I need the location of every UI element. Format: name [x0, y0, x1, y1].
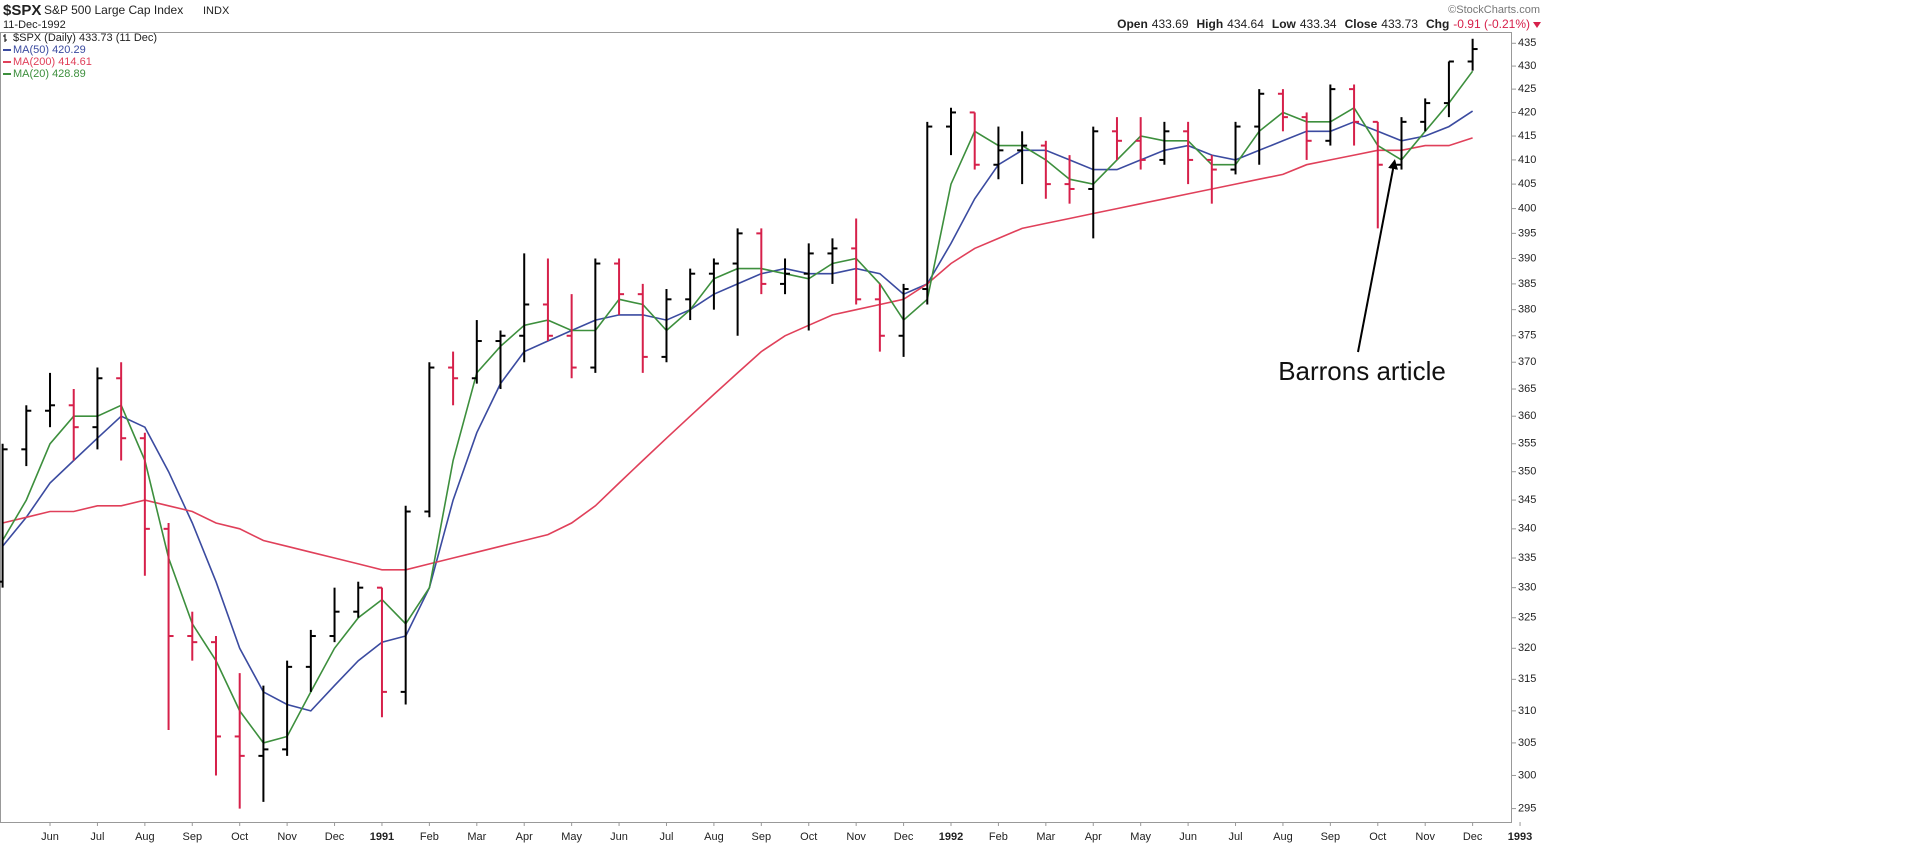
- legend-label: MA(20) 428.89: [13, 68, 86, 80]
- x-tick-label: Oct: [800, 831, 817, 843]
- x-tick-label: Jun: [1179, 831, 1197, 843]
- chart-subtitle: S&P 500 Large Cap Index: [44, 3, 183, 17]
- y-tick-label: 370: [1518, 356, 1536, 368]
- chart-title: $SPX: [3, 2, 41, 19]
- y-tick-label: 375: [1518, 330, 1536, 342]
- quote-value: 433.69: [1152, 17, 1189, 31]
- y-tick-label: 320: [1518, 642, 1536, 654]
- y-tick-label: 360: [1518, 410, 1536, 422]
- x-tick-label: Oct: [1369, 831, 1386, 843]
- y-tick-label: 325: [1518, 612, 1536, 624]
- y-tick-label: 355: [1518, 438, 1536, 450]
- y-tick-label: 395: [1518, 227, 1536, 239]
- y-tick-label: 400: [1518, 202, 1536, 214]
- x-tick-label: May: [561, 831, 582, 843]
- y-tick-label: 435: [1518, 37, 1536, 49]
- x-tick-label: Apr: [516, 831, 533, 843]
- legend-name: MA(50): [13, 44, 49, 56]
- plot-frame: [0, 32, 1512, 823]
- quote-label: High: [1197, 17, 1224, 31]
- quote-value: -0.91 (-0.21%): [1453, 17, 1530, 31]
- legend-value: 420.29: [52, 44, 86, 56]
- x-tick-label: May: [1130, 831, 1151, 843]
- x-tick-label: Sep: [752, 831, 772, 843]
- y-tick-label: 415: [1518, 130, 1536, 142]
- x-tick-label: Sep: [182, 831, 202, 843]
- y-tick-label: 385: [1518, 278, 1536, 290]
- quote-value: 434.64: [1227, 17, 1264, 31]
- down-indicator: [1533, 22, 1541, 28]
- y-tick-label: 335: [1518, 552, 1536, 564]
- x-tick-label: 1992: [939, 831, 963, 843]
- y-tick-label: 425: [1518, 83, 1536, 95]
- x-tick-label: Feb: [989, 831, 1008, 843]
- chart-date: 11-Dec-1992: [3, 19, 66, 31]
- y-tick-label: 295: [1518, 803, 1536, 815]
- quote-label: Chg: [1426, 17, 1449, 31]
- y-tick-label: 315: [1518, 673, 1536, 685]
- x-tick-label: Nov: [277, 831, 297, 843]
- y-tick-label: 300: [1518, 769, 1536, 781]
- x-tick-label: Mar: [467, 831, 486, 843]
- x-tick-label: Dec: [1463, 831, 1483, 843]
- y-tick-label: 380: [1518, 304, 1536, 316]
- legend-value: 428.89: [52, 68, 86, 80]
- x-tick-label: Dec: [894, 831, 914, 843]
- annotation-arrow: [1357, 159, 1398, 353]
- ma-line: [2, 137, 1473, 571]
- y-tick-label: 340: [1518, 523, 1536, 535]
- x-tick-label: Aug: [704, 831, 724, 843]
- y-tick-label: 420: [1518, 106, 1536, 118]
- x-tick-label: Jun: [610, 831, 628, 843]
- y-tick-label: 305: [1518, 737, 1536, 749]
- legend-label: MA(200) 414.61: [13, 56, 92, 68]
- x-tick-label: Aug: [1273, 831, 1293, 843]
- x-tick-label: Dec: [325, 831, 345, 843]
- x-tick-label: Mar: [1036, 831, 1055, 843]
- legend-name: MA(20): [13, 68, 49, 80]
- legend-label: MA(50) 420.29: [13, 44, 86, 56]
- x-tick-label: Feb: [420, 831, 439, 843]
- x-tick-label: Apr: [1085, 831, 1102, 843]
- y-tick-label: 430: [1518, 60, 1536, 72]
- quote-label: Low: [1272, 17, 1297, 31]
- exchange: INDX: [203, 5, 230, 17]
- quote-label: Open: [1117, 17, 1148, 31]
- y-tick-label: 390: [1518, 252, 1536, 264]
- y-tick-label: 345: [1518, 494, 1536, 506]
- x-tick-label: Oct: [231, 831, 248, 843]
- credit: ©StockCharts.com: [1448, 4, 1540, 16]
- quote-label: Close: [1345, 17, 1378, 31]
- quote-line: Open 433.69 High 434.64 Low 433.34 Close 433.73…: [1117, 17, 1530, 31]
- quote-value: 433.34: [1300, 17, 1337, 31]
- legend-icon: [3, 34, 7, 42]
- y-tick-label: 365: [1518, 383, 1536, 395]
- legend-label: $SPX (Daily) 433.73 (11 Dec): [13, 32, 157, 44]
- legend: $SPX (Daily) 433.73 (11 Dec)MA(50) 420.29…: [3, 32, 157, 80]
- y-tick-label: 330: [1518, 582, 1536, 594]
- y-tick-label: 310: [1518, 705, 1536, 717]
- y-tick-label: 350: [1518, 466, 1536, 478]
- y-tick-label: 405: [1518, 178, 1536, 190]
- x-tick-label: Jun: [41, 831, 59, 843]
- legend-value: 414.61: [58, 56, 92, 68]
- x-tick-label: Sep: [1321, 831, 1341, 843]
- x-tick-label: Jul: [90, 831, 104, 843]
- x-tick-label: Jul: [659, 831, 673, 843]
- y-tick-label: 410: [1518, 154, 1536, 166]
- annotation: Barrons article: [1278, 356, 1446, 386]
- x-tick-label: 1991: [370, 831, 394, 843]
- x-tick-label: Aug: [135, 831, 155, 843]
- x-tick-label: Nov: [846, 831, 866, 843]
- legend-name: MA(200): [13, 56, 55, 68]
- x-tick-label: Jul: [1228, 831, 1242, 843]
- quote-value: 433.73: [1381, 17, 1418, 31]
- x-tick-label: Nov: [1415, 831, 1435, 843]
- x-tick-label: 1993: [1508, 831, 1532, 843]
